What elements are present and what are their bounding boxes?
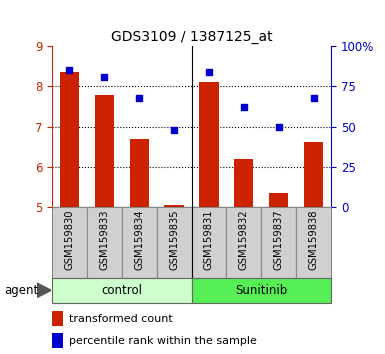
Bar (164, 205, 184, 207)
Text: GSM159832: GSM159832 (239, 209, 249, 270)
Text: GSM159835: GSM159835 (169, 209, 179, 270)
Text: GSM159833: GSM159833 (99, 209, 109, 270)
Bar (157, 207, 192, 278)
Bar (261, 207, 296, 278)
Text: transformed count: transformed count (69, 314, 172, 324)
Point (66, 67, 72, 73)
Bar (269, 193, 288, 207)
Bar (52, 207, 87, 278)
Bar (122, 207, 157, 278)
Text: GSM159837: GSM159837 (274, 209, 284, 270)
Bar (304, 142, 323, 207)
Bar (87, 207, 122, 278)
Bar (296, 207, 331, 278)
Point (276, 124, 282, 130)
Bar (192, 207, 226, 278)
Point (206, 69, 212, 75)
Text: GSM159834: GSM159834 (134, 209, 144, 270)
Text: control: control (101, 284, 142, 297)
Point (136, 95, 142, 101)
Bar (130, 139, 149, 207)
Text: GSM159838: GSM159838 (309, 209, 319, 270)
Title: GDS3109 / 1387125_at: GDS3109 / 1387125_at (111, 30, 272, 44)
Point (171, 127, 177, 133)
Text: GSM159830: GSM159830 (64, 209, 74, 270)
Bar (234, 159, 253, 207)
Text: GSM159831: GSM159831 (204, 209, 214, 270)
Text: Sunitinib: Sunitinib (235, 284, 288, 297)
Bar (226, 207, 261, 278)
Bar (52, 311, 63, 326)
Text: percentile rank within the sample: percentile rank within the sample (69, 336, 257, 346)
Bar (192, 278, 331, 303)
Point (311, 95, 317, 101)
Point (101, 74, 107, 79)
Bar (52, 278, 192, 303)
Text: agent: agent (4, 284, 38, 297)
Bar (199, 82, 219, 207)
Bar (52, 333, 63, 348)
Bar (60, 72, 79, 207)
Polygon shape (37, 283, 51, 298)
Bar (95, 95, 114, 207)
Point (241, 104, 247, 110)
